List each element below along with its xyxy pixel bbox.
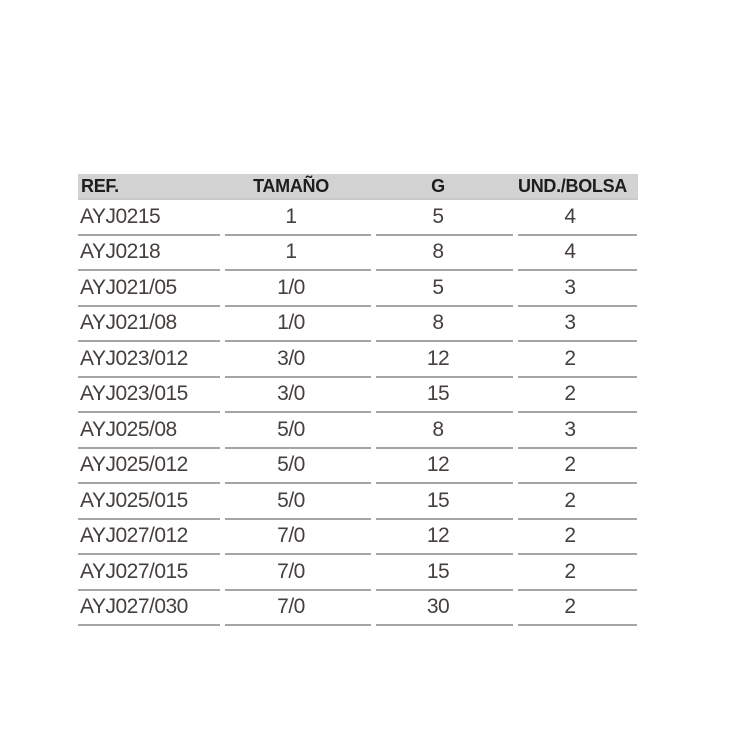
table-cell: AYJ023/012	[78, 342, 220, 378]
table-cell: 2	[518, 378, 637, 413]
table-cell: 15	[376, 555, 513, 591]
table-row: AYJ027/012 7/0 12 2	[78, 520, 638, 555]
product-spec-table: REF. TAMAÑO G UND./BOLSA AYJ0215 1 5 4 AYJ02…	[78, 174, 638, 626]
table-cell: 1	[225, 200, 371, 236]
table-cell: 2	[518, 591, 637, 626]
table-cell: 8	[376, 413, 513, 449]
table-cell: 3	[518, 307, 637, 342]
table-cell: 2	[518, 342, 637, 378]
table-cell: 4	[518, 200, 637, 236]
table-cell: AYJ021/05	[78, 271, 220, 307]
table-cell: 7/0	[225, 591, 371, 626]
table-cell: 2	[518, 555, 637, 591]
column-header-g: G	[431, 175, 445, 196]
table-cell: AYJ027/030	[78, 591, 220, 626]
column-header-tamano: TAMAÑO	[253, 175, 329, 196]
table-cell: 3/0	[225, 378, 371, 413]
table-cell: 1	[225, 236, 371, 271]
table-cell: AYJ025/015	[78, 484, 220, 520]
table-cell: 12	[376, 342, 513, 378]
table-cell: 15	[376, 378, 513, 413]
table-row: AYJ025/08 5/0 8 3	[78, 413, 638, 449]
table-cell: 5/0	[225, 449, 371, 484]
table-cell: 5/0	[225, 484, 371, 520]
table-cell: AYJ023/015	[78, 378, 220, 413]
table-cell: 7/0	[225, 555, 371, 591]
table-cell: AYJ0215	[78, 200, 220, 236]
table-row: AYJ027/015 7/0 15 2	[78, 555, 638, 591]
table-row: AYJ021/08 1/0 8 3	[78, 307, 638, 342]
table-cell: 3/0	[225, 342, 371, 378]
table-cell: 15	[376, 484, 513, 520]
table-cell: AYJ025/08	[78, 413, 220, 449]
table-cell: AYJ025/012	[78, 449, 220, 484]
table-row: AYJ027/030 7/0 30 2	[78, 591, 638, 626]
table-cell: 5	[376, 200, 513, 236]
table-header-row: REF. TAMAÑO G UND./BOLSA	[78, 174, 638, 200]
column-header-und-bolsa: UND./BOLSA	[518, 175, 627, 196]
table-cell: 1/0	[225, 307, 371, 342]
table-row: AYJ023/015 3/0 15 2	[78, 378, 638, 413]
table-cell: 8	[376, 236, 513, 271]
table-cell: 2	[518, 484, 637, 520]
table-cell: 5	[376, 271, 513, 307]
table-body: AYJ0215 1 5 4 AYJ0218 1 8 4 AYJ021/05 1/0 5 3 AYJ021…	[78, 200, 638, 626]
table-cell: 8	[376, 307, 513, 342]
table-cell: 2	[518, 449, 637, 484]
table-row: AYJ021/05 1/0 5 3	[78, 271, 638, 307]
table-cell: 3	[518, 271, 637, 307]
table-row: AYJ0218 1 8 4	[78, 236, 638, 271]
table-cell: 12	[376, 449, 513, 484]
table-cell: 7/0	[225, 520, 371, 555]
table-row: AYJ025/012 5/0 12 2	[78, 449, 638, 484]
table-cell: 4	[518, 236, 637, 271]
table-cell: AYJ0218	[78, 236, 220, 271]
table-cell: 12	[376, 520, 513, 555]
table-cell: 30	[376, 591, 513, 626]
table-cell: 5/0	[225, 413, 371, 449]
table-cell: AYJ027/012	[78, 520, 220, 555]
table-row: AYJ0215 1 5 4	[78, 200, 638, 236]
column-header-ref: REF.	[81, 175, 119, 196]
table-cell: 3	[518, 413, 637, 449]
table-cell: 2	[518, 520, 637, 555]
table-cell: AYJ027/015	[78, 555, 220, 591]
table-cell: 1/0	[225, 271, 371, 307]
table-row: AYJ023/012 3/0 12 2	[78, 342, 638, 378]
table-cell: AYJ021/08	[78, 307, 220, 342]
table-row: AYJ025/015 5/0 15 2	[78, 484, 638, 520]
